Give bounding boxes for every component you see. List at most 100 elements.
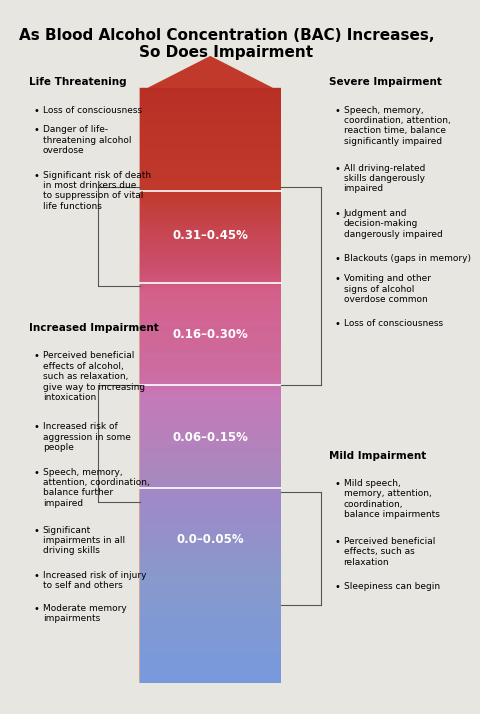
Polygon shape — [140, 134, 281, 139]
Text: 0.16–0.30%: 0.16–0.30% — [172, 328, 248, 341]
Polygon shape — [140, 457, 281, 461]
Polygon shape — [140, 274, 281, 275]
Polygon shape — [140, 404, 281, 408]
Polygon shape — [140, 461, 281, 466]
Polygon shape — [140, 382, 281, 383]
Polygon shape — [140, 507, 281, 511]
Polygon shape — [140, 377, 281, 378]
Polygon shape — [140, 519, 281, 523]
Polygon shape — [140, 487, 281, 488]
Polygon shape — [140, 186, 281, 191]
Text: Severe Impairment: Severe Impairment — [329, 77, 442, 87]
Polygon shape — [140, 93, 281, 98]
Text: •: • — [334, 209, 340, 219]
Polygon shape — [140, 203, 281, 207]
Polygon shape — [140, 496, 281, 498]
Polygon shape — [140, 572, 281, 576]
Polygon shape — [140, 416, 281, 421]
Polygon shape — [140, 441, 281, 445]
Polygon shape — [140, 449, 281, 453]
Polygon shape — [140, 395, 281, 396]
Polygon shape — [140, 326, 281, 330]
Text: •: • — [34, 126, 39, 136]
Polygon shape — [140, 211, 281, 215]
Text: Sleepiness can begin: Sleepiness can begin — [344, 583, 440, 591]
Text: •: • — [34, 422, 39, 432]
Text: •: • — [334, 319, 340, 329]
Polygon shape — [140, 453, 281, 457]
Polygon shape — [140, 590, 281, 595]
Text: Mild speech,
memory, attention,
coordination,
balance impairments: Mild speech, memory, attention, coordina… — [344, 479, 439, 519]
Text: •: • — [34, 106, 39, 116]
Polygon shape — [140, 552, 281, 555]
Polygon shape — [140, 428, 281, 433]
Polygon shape — [140, 379, 281, 380]
Text: Moderate memory
impairments: Moderate memory impairments — [43, 603, 126, 623]
Polygon shape — [140, 386, 281, 388]
Polygon shape — [140, 393, 281, 394]
Polygon shape — [140, 207, 281, 211]
Polygon shape — [140, 165, 281, 170]
Polygon shape — [140, 277, 281, 278]
Polygon shape — [140, 310, 281, 313]
Polygon shape — [140, 527, 281, 531]
Polygon shape — [140, 564, 281, 568]
Polygon shape — [140, 621, 281, 626]
Polygon shape — [140, 354, 281, 358]
Polygon shape — [140, 383, 281, 384]
Polygon shape — [140, 381, 281, 382]
Polygon shape — [140, 160, 281, 165]
Polygon shape — [140, 493, 281, 494]
Polygon shape — [140, 275, 281, 276]
Polygon shape — [140, 119, 281, 124]
Polygon shape — [140, 278, 281, 279]
Polygon shape — [140, 114, 281, 119]
Polygon shape — [140, 484, 281, 485]
Polygon shape — [140, 256, 281, 260]
Polygon shape — [140, 191, 281, 195]
Polygon shape — [140, 264, 281, 268]
Text: Significant
impairments in all
driving skills: Significant impairments in all driving s… — [43, 526, 125, 555]
Polygon shape — [140, 478, 281, 480]
Polygon shape — [140, 498, 281, 503]
Polygon shape — [140, 149, 281, 154]
Polygon shape — [140, 394, 281, 395]
Polygon shape — [140, 473, 281, 478]
Polygon shape — [140, 287, 281, 288]
Polygon shape — [140, 279, 281, 281]
Text: Perceived beneficial
effects, such as
relaxation: Perceived beneficial effects, such as re… — [344, 537, 435, 567]
Text: Loss of consciousness: Loss of consciousness — [344, 319, 443, 328]
Polygon shape — [140, 358, 281, 363]
Polygon shape — [140, 376, 281, 377]
Polygon shape — [140, 290, 281, 291]
Polygon shape — [140, 198, 281, 203]
Polygon shape — [140, 637, 281, 642]
Text: Loss of consciousness: Loss of consciousness — [43, 106, 142, 114]
Polygon shape — [140, 180, 281, 186]
Polygon shape — [140, 273, 281, 274]
Text: Danger of life-
threatening alcohol
overdose: Danger of life- threatening alcohol over… — [43, 126, 131, 155]
Text: Increased Impairment: Increased Impairment — [29, 323, 158, 333]
Polygon shape — [140, 494, 281, 496]
Text: Perceived beneficial
effects of alcohol,
such as relaxation,
give way to increas: Perceived beneficial effects of alcohol,… — [43, 351, 145, 402]
Text: •: • — [34, 603, 39, 613]
Polygon shape — [140, 56, 281, 683]
Polygon shape — [140, 285, 281, 286]
Polygon shape — [140, 366, 281, 371]
Polygon shape — [140, 437, 281, 441]
Polygon shape — [140, 272, 281, 273]
Polygon shape — [140, 371, 281, 375]
Polygon shape — [140, 482, 281, 483]
Polygon shape — [140, 491, 281, 493]
Polygon shape — [140, 231, 281, 236]
Polygon shape — [140, 489, 281, 491]
Text: •: • — [334, 164, 340, 174]
Text: Mild Impairment: Mild Impairment — [329, 451, 427, 461]
Polygon shape — [140, 668, 281, 673]
Text: •: • — [34, 468, 39, 478]
Polygon shape — [140, 338, 281, 342]
Polygon shape — [140, 334, 281, 338]
Polygon shape — [140, 195, 281, 198]
Polygon shape — [140, 611, 281, 616]
Polygon shape — [140, 384, 281, 386]
